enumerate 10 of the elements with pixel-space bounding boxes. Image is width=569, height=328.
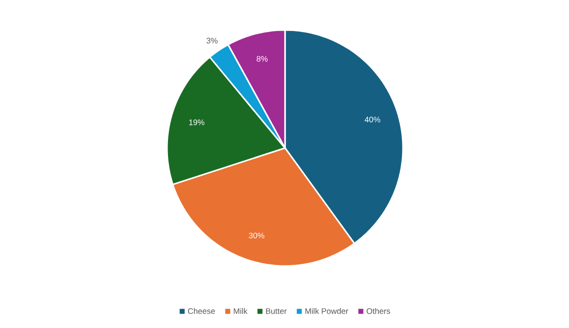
data-label: 3% (206, 38, 218, 44)
legend-label: Cheese (188, 308, 215, 314)
data-label: 30% (248, 232, 264, 238)
legend-label: Milk (234, 308, 248, 314)
legend-label: Milk Powder (305, 308, 348, 314)
data-label: 8% (256, 56, 268, 62)
data-label: 40% (364, 116, 380, 122)
legend-label: Butter (266, 308, 287, 314)
legend-label: Others (366, 308, 390, 314)
data-label: 19% (189, 119, 204, 126)
